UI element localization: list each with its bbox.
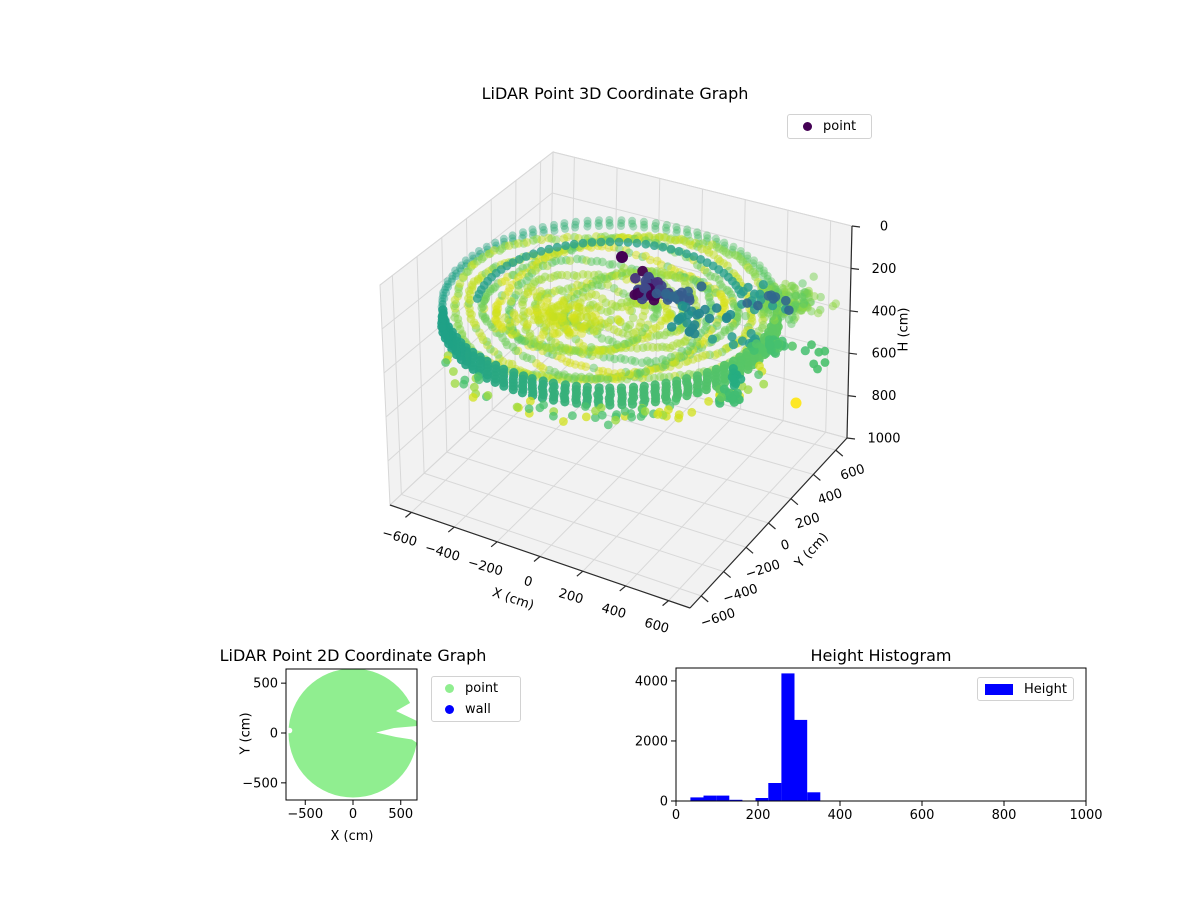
svg-text:−500: −500: [242, 776, 278, 791]
plot3d-title: LiDAR Point 3D Coordinate Graph: [481, 84, 749, 103]
point-marker-icon: [803, 122, 812, 131]
height-swatch-icon: [985, 683, 1013, 695]
svg-text:0: 0: [880, 220, 888, 235]
svg-text:600: 600: [872, 347, 897, 362]
svg-text:200: 200: [746, 808, 771, 823]
plot3d-scatter-outliers: [616, 251, 802, 409]
svg-text:200: 200: [557, 586, 585, 607]
histogram-bar: [807, 792, 821, 801]
plot2d-legend-label-wall: wall: [465, 702, 491, 717]
svg-text:400: 400: [600, 601, 628, 622]
wall-marker-icon: [445, 705, 454, 714]
histogram: 0 200 400 600 800 1000 0 2000 4000: [635, 667, 1103, 823]
svg-text:0: 0: [270, 727, 278, 742]
svg-text:500: 500: [388, 807, 413, 822]
plot2d-legend: point wall: [431, 676, 521, 722]
svg-text:−400: −400: [423, 541, 461, 565]
histogram-bars: [690, 673, 821, 801]
plot3d-legend: point: [787, 114, 872, 139]
svg-text:−200: −200: [744, 557, 783, 582]
plot3d-scatter-clusters: [491, 265, 840, 408]
plot2d-legend-row-wall: wall: [445, 699, 520, 720]
svg-text:0: 0: [660, 795, 668, 810]
plot2d: −500 0 500 −500 0 500: [242, 668, 418, 822]
svg-text:−500: −500: [287, 807, 323, 822]
svg-text:400: 400: [828, 808, 853, 823]
plot2d-xaxis-label: X (cm): [330, 829, 374, 844]
svg-text:2000: 2000: [635, 734, 668, 749]
histogram-bar: [768, 783, 782, 801]
svg-text:1000: 1000: [1069, 808, 1102, 823]
svg-text:600: 600: [910, 808, 935, 823]
svg-text:600: 600: [839, 462, 867, 484]
svg-text:500: 500: [253, 677, 278, 692]
svg-text:0: 0: [522, 574, 534, 591]
plot2d-title: LiDAR Point 2D Coordinate Graph: [219, 646, 487, 665]
svg-text:200: 200: [872, 262, 897, 277]
histogram-bar: [755, 798, 769, 801]
plot2d-legend-row-point: point: [445, 678, 520, 699]
histogram-bar: [690, 797, 704, 801]
histogram-bar: [716, 795, 730, 801]
svg-text:0: 0: [349, 807, 357, 822]
plot3d-haxis-label: H (cm): [896, 307, 912, 352]
svg-text:1000: 1000: [867, 432, 900, 447]
histogram-title: Height Histogram: [810, 646, 952, 665]
svg-text:200: 200: [794, 510, 822, 532]
svg-text:−600: −600: [699, 606, 738, 631]
histogram-bar: [729, 799, 743, 801]
svg-text:400: 400: [816, 486, 844, 508]
svg-text:4000: 4000: [635, 674, 668, 689]
plot2d-legend-label-point: point: [465, 681, 499, 696]
svg-text:800: 800: [872, 389, 897, 404]
histogram-bar: [781, 673, 795, 801]
svg-text:0: 0: [779, 537, 792, 554]
plot2d-yaxis-label: Y (cm): [238, 712, 254, 755]
plot2d-point-blob: [286, 669, 417, 798]
svg-text:−600: −600: [380, 526, 418, 550]
point-marker-icon: [445, 684, 454, 693]
svg-text:0: 0: [672, 808, 680, 823]
histogram-legend-label: Height: [1024, 681, 1067, 697]
svg-text:−400: −400: [721, 582, 760, 607]
svg-text:−200: −200: [466, 555, 504, 579]
histogram-bar: [703, 795, 717, 801]
svg-text:400: 400: [872, 304, 897, 319]
svg-text:600: 600: [643, 616, 671, 637]
plot3d-legend-label: point: [823, 119, 857, 134]
histogram-bar: [794, 719, 808, 801]
histogram-legend: Height: [977, 677, 1074, 701]
svg-text:800: 800: [992, 808, 1017, 823]
plot3d-scatter-fringe: [441, 351, 769, 430]
